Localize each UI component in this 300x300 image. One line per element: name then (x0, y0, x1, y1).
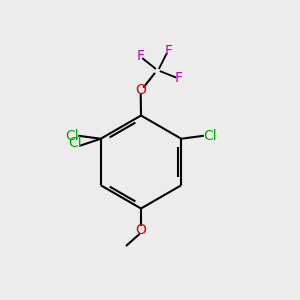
Text: O: O (136, 223, 146, 237)
Text: F: F (165, 44, 172, 58)
Text: O: O (136, 83, 146, 97)
Text: Cl: Cl (68, 136, 82, 150)
Text: Cl: Cl (65, 129, 79, 143)
Text: F: F (136, 49, 144, 63)
Text: Cl: Cl (203, 129, 217, 143)
Text: F: F (175, 71, 182, 85)
